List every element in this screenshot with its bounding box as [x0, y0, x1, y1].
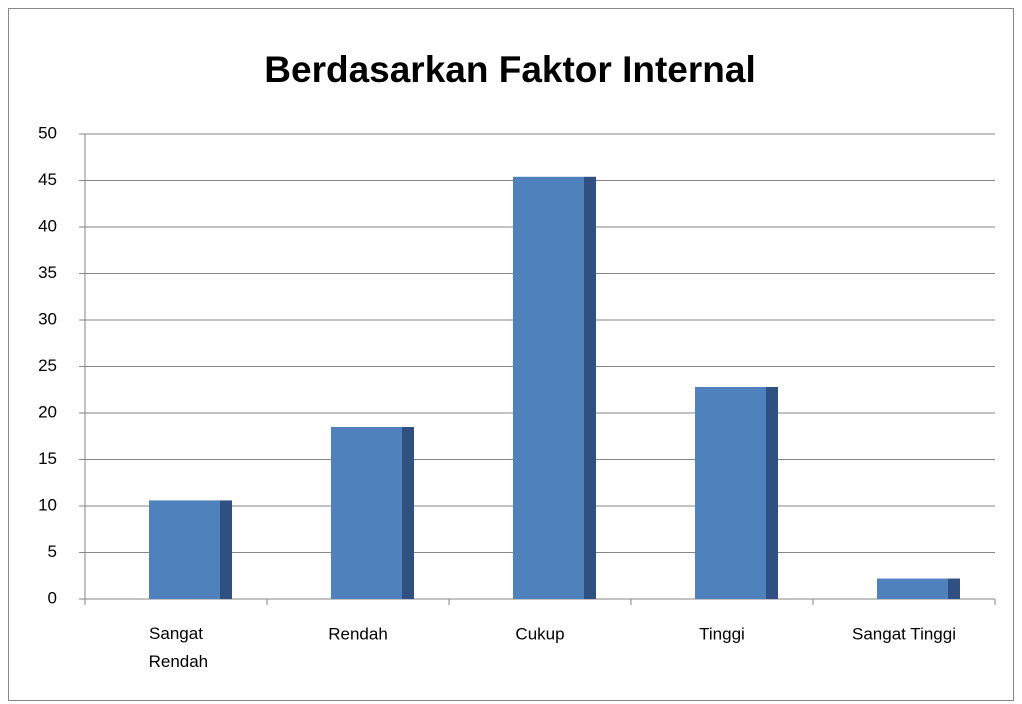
- y-tick-label: 5: [48, 542, 57, 561]
- y-tick-label: 10: [38, 495, 57, 514]
- x-tick-label: Tinggi: [699, 624, 745, 643]
- y-tick-label: 45: [38, 170, 57, 189]
- bar: [149, 500, 220, 599]
- bar-side: [584, 176, 596, 599]
- y-tick-label: 15: [38, 449, 57, 468]
- y-tick-label: 20: [38, 402, 57, 421]
- y-tick-label: 50: [38, 123, 57, 142]
- bar-side: [402, 426, 414, 599]
- y-tick-label: 0: [48, 588, 57, 607]
- y-tick-label: 30: [38, 309, 57, 328]
- x-tick-label: Sangat Tinggi: [852, 624, 956, 643]
- x-tick-label: Sangat Rendah: [144, 624, 208, 671]
- bar: [331, 426, 402, 599]
- bar-side: [948, 578, 960, 599]
- bar-side: [766, 386, 778, 599]
- bar: [877, 578, 948, 599]
- y-tick-label: 25: [38, 356, 57, 375]
- bar-side: [220, 500, 232, 599]
- chart-title: Berdasarkan Faktor Internal: [264, 49, 755, 90]
- bar: [695, 386, 766, 599]
- bar: [513, 176, 584, 599]
- y-tick-label: 40: [38, 216, 57, 235]
- y-tick-label: 35: [38, 263, 57, 282]
- x-tick-label: Cukup: [515, 624, 564, 643]
- x-tick-label: Rendah: [328, 624, 388, 643]
